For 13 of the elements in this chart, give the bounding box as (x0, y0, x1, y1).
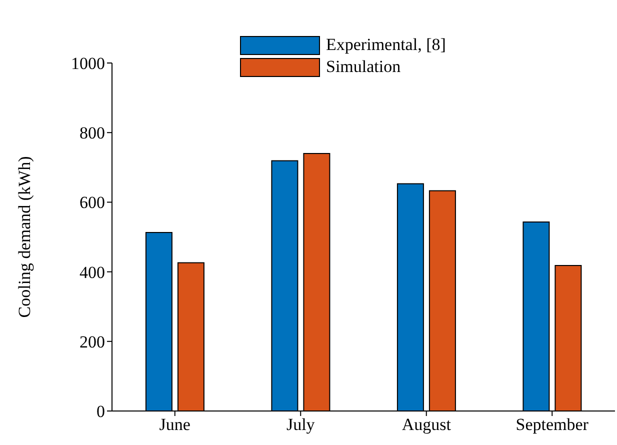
legend-label: Simulation (326, 57, 401, 77)
x-tick-label: September (516, 415, 589, 434)
x-tick-label: August (402, 415, 452, 434)
x-tick-label: July (286, 415, 316, 434)
y-axis-title: Cooling demand (kWh) (15, 156, 34, 318)
y-tick-label: 1000 (71, 54, 105, 74)
y-tick-label: 200 (80, 332, 105, 352)
y-tick-label: 400 (80, 262, 105, 282)
y-tick-label: 800 (80, 124, 105, 143)
y-tick-label: 0 (96, 402, 105, 422)
x-tick-label: June (159, 415, 190, 434)
y-tick-label: 600 (80, 193, 105, 212)
legend-label: Experimental, [8] (326, 35, 446, 55)
